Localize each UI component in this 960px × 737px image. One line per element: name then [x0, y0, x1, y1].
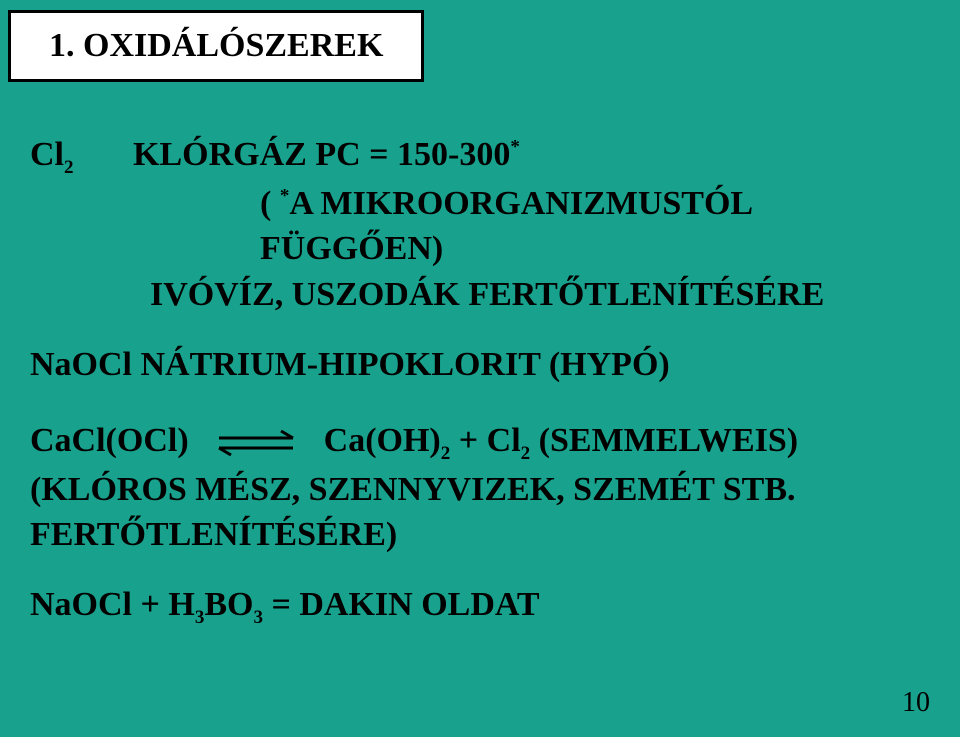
line5-r1-sub: 2: [441, 443, 451, 464]
line2-text: A MIKROORGANIZMUSTÓL FÜGGŐEN): [260, 185, 751, 268]
line2-sup: *: [280, 185, 290, 206]
slide-content: Cl2 KLÓRGÁZ PC = 150-300* ( *A MIKROORGA…: [30, 132, 930, 655]
line7-b: BO: [204, 586, 253, 623]
title-box: 1. OXIDÁLÓSZEREK: [8, 10, 424, 82]
line7-c: = DAKIN OLDAT: [263, 586, 540, 623]
line5-note: (SEMMELWEIS): [530, 422, 798, 459]
equilibrium-arrows-icon: [211, 427, 301, 459]
line7-a-sub: 3: [195, 607, 205, 628]
line4-text: NaOCl NÁTRIUM-HIPOKLORIT (HYPÓ): [30, 346, 670, 383]
line6-text: (KLÓROS MÉSZ, SZENNYVIZEK, SZEMÉT STB. F…: [30, 471, 796, 554]
page-number: 10: [902, 687, 930, 719]
line-1: Cl2 KLÓRGÁZ PC = 150-300*: [30, 132, 930, 181]
line3-text: IVÓVÍZ, USZODÁK FERTŐTLENÍTÉSÉRE: [150, 276, 824, 313]
line7-b-sub: 3: [253, 607, 263, 628]
line-4: NaOCl NÁTRIUM-HIPOKLORIT (HYPÓ): [30, 342, 930, 388]
line5-lhs: CaCl(OCl): [30, 422, 189, 459]
page-number-value: 10: [902, 687, 930, 718]
line2-open: (: [260, 185, 280, 222]
line-5: CaCl(OCl) Ca(OH)2 + Cl2 (SEMMELWEIS): [30, 418, 930, 467]
line7-a: NaOCl + H: [30, 586, 195, 623]
line1-label: KLÓRGÁZ PC = 150-300: [133, 136, 510, 173]
line5-r1: Ca(OH): [324, 422, 441, 459]
line-3: IVÓVÍZ, USZODÁK FERTŐTLENÍTÉSÉRE: [30, 272, 930, 318]
line-6: (KLÓROS MÉSZ, SZENNYVIZEK, SZEMÉT STB. F…: [30, 467, 930, 559]
cl2-prefix: Cl: [30, 136, 64, 173]
cl2-sub: 2: [64, 157, 74, 178]
line5-r2-sub: 2: [521, 443, 531, 464]
line-2: ( *A MIKROORGANIZMUSTÓL FÜGGŐEN): [30, 181, 930, 273]
title-text: 1. OXIDÁLÓSZEREK: [49, 27, 383, 64]
line1-sup: *: [510, 137, 520, 158]
line5-plus: + Cl: [450, 422, 520, 459]
line-7: NaOCl + H3BO3 = DAKIN OLDAT: [30, 582, 930, 631]
